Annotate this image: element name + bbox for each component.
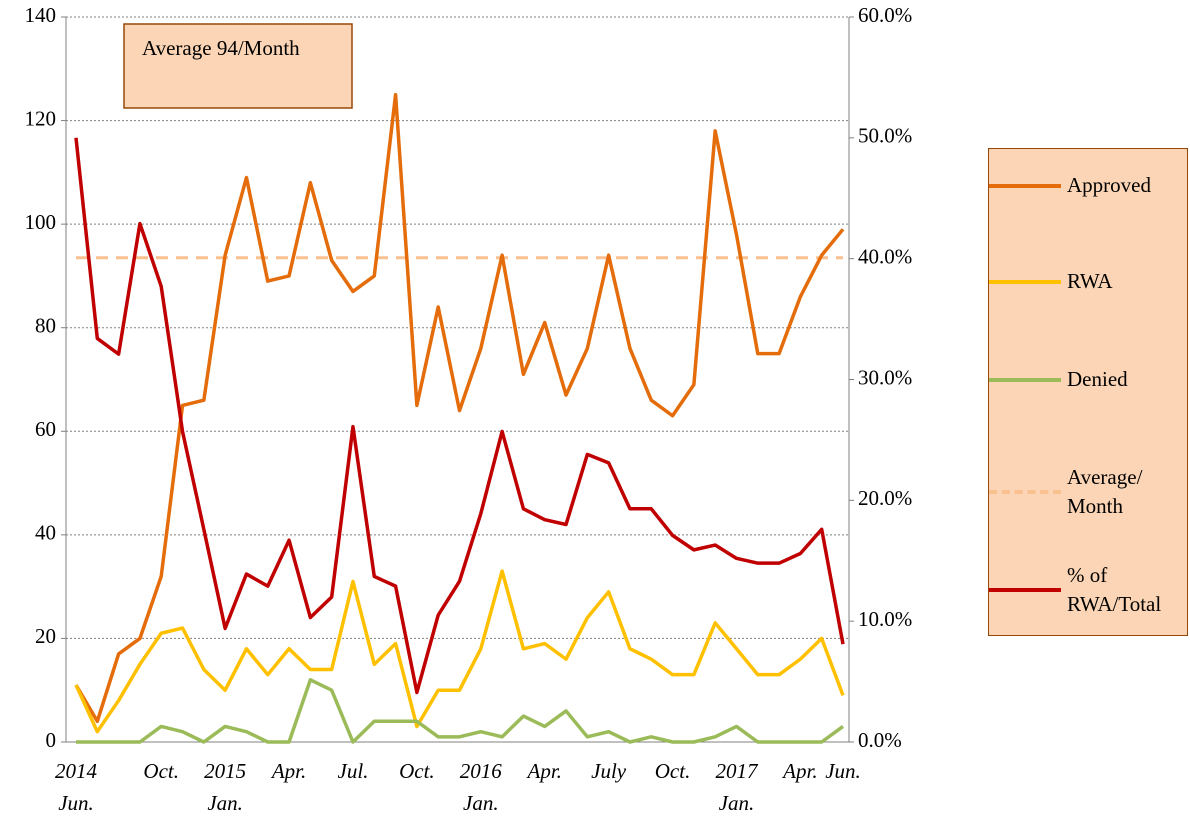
y2-tick-label: 0.0% bbox=[858, 728, 902, 752]
x-tick-label: Apr. bbox=[781, 759, 817, 783]
y2-tick-label: 30.0% bbox=[858, 365, 912, 389]
x-tick-label: Jan. bbox=[207, 791, 243, 815]
y2-tick-label: 10.0% bbox=[858, 607, 912, 631]
y-tick-label: 0 bbox=[46, 728, 57, 752]
x-tick-label: July bbox=[591, 759, 627, 783]
annotation: Average 94/Month bbox=[142, 36, 300, 60]
y2-tick-label: 60.0% bbox=[858, 3, 912, 27]
annotation-box bbox=[123, 23, 353, 109]
x-tick-label: Jan. bbox=[719, 791, 755, 815]
legend-swatch bbox=[989, 490, 1061, 494]
legend-item: Approved bbox=[989, 171, 1189, 200]
legend-label: RWA bbox=[1067, 269, 1113, 293]
x-tick-label: 2017 bbox=[715, 759, 759, 783]
legend-label: Approved bbox=[1067, 173, 1151, 197]
legend: Approved RWA Denied Average/ Month % of RWA/… bbox=[988, 148, 1188, 636]
y-tick-label: 40 bbox=[35, 521, 56, 545]
x-tick-label: Jul. bbox=[338, 759, 369, 783]
x-tick-label: Jun. bbox=[825, 759, 861, 783]
x-tick-label: Oct. bbox=[143, 759, 179, 783]
x-tick-label: 2015 bbox=[204, 759, 246, 783]
legend-swatch bbox=[989, 279, 1061, 284]
legend-swatch bbox=[989, 377, 1061, 382]
x-tick-label: Jun. bbox=[58, 791, 94, 815]
y-tick-label: 100 bbox=[25, 210, 57, 234]
series-line bbox=[76, 678, 845, 744]
x-tick-label: 2016 bbox=[460, 759, 503, 783]
y2-tick-label: 20.0% bbox=[858, 486, 912, 510]
series-line bbox=[74, 569, 845, 734]
y-tick-label: 20 bbox=[35, 624, 56, 648]
legend-label: % of RWA/Total bbox=[1067, 563, 1162, 616]
legend-label: Average/ Month bbox=[1067, 465, 1143, 518]
y-tick-label: 60 bbox=[35, 417, 56, 441]
legend-item: % of RWA/Total bbox=[989, 561, 1189, 619]
y2-tick-label: 50.0% bbox=[858, 124, 912, 148]
legend-item: Average/ Month bbox=[989, 463, 1189, 521]
legend-item: RWA bbox=[989, 267, 1189, 296]
x-tick-label: Apr. bbox=[526, 759, 562, 783]
legend-swatch bbox=[989, 588, 1061, 592]
series-line bbox=[74, 137, 845, 695]
x-tick-label: Apr. bbox=[270, 759, 306, 783]
legend-swatch bbox=[989, 183, 1061, 188]
y-tick-label: 140 bbox=[25, 3, 57, 27]
x-tick-label: 2014 bbox=[55, 759, 98, 783]
y2-tick-label: 40.0% bbox=[858, 244, 912, 268]
series-line bbox=[74, 92, 845, 724]
x-tick-label: Oct. bbox=[399, 759, 435, 783]
y-tick-label: 120 bbox=[25, 106, 57, 130]
y-tick-label: 80 bbox=[35, 314, 56, 338]
x-tick-label: Oct. bbox=[655, 759, 691, 783]
legend-label: Denied bbox=[1067, 367, 1128, 391]
x-tick-label: Jan. bbox=[463, 791, 499, 815]
legend-item: Denied bbox=[989, 365, 1189, 394]
